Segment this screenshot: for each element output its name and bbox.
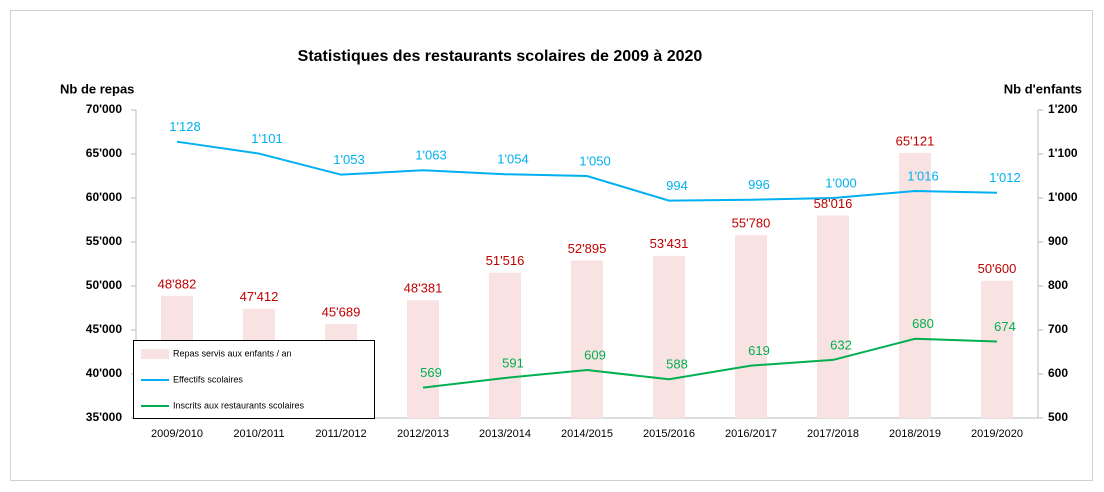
y2-tick-label: 1'200 xyxy=(1048,102,1078,116)
data-label: 674 xyxy=(994,319,1016,334)
y-axis-title: Nb de repas xyxy=(60,81,134,96)
data-label: 569 xyxy=(420,365,442,380)
y2-tick-label: 1'000 xyxy=(1048,190,1078,204)
bar xyxy=(981,280,1013,418)
data-label: 52'895 xyxy=(568,241,607,256)
chart-title: Statistiques des restaurants scolaires d… xyxy=(298,48,703,65)
y2-tick-label: 1'100 xyxy=(1048,146,1078,160)
x-tick-label: 2014/2015 xyxy=(561,428,613,440)
data-label: 609 xyxy=(584,347,606,362)
data-label: 1'054 xyxy=(497,152,528,167)
y2-tick-label: 900 xyxy=(1048,234,1068,248)
x-tick-label: 2018/2019 xyxy=(889,428,941,440)
y-tick-label: 70'000 xyxy=(86,102,123,116)
y2-tick-label: 600 xyxy=(1048,366,1068,380)
data-label: 619 xyxy=(748,343,770,358)
bar xyxy=(735,235,767,418)
x-tick-label: 2019/2020 xyxy=(971,428,1023,440)
y2-tick-label: 500 xyxy=(1048,410,1068,424)
x-tick-label: 2009/2010 xyxy=(151,428,203,440)
x-tick-label: 2011/2012 xyxy=(315,428,366,440)
data-label: 1'053 xyxy=(333,152,364,167)
line xyxy=(176,140,998,202)
data-label: 680 xyxy=(912,316,934,331)
data-label: 51'516 xyxy=(486,253,525,268)
y2-tick-label: 800 xyxy=(1048,278,1068,292)
y-tick-label: 40'000 xyxy=(86,366,123,380)
x-tick-label: 2012/2013 xyxy=(397,428,449,440)
data-label: 588 xyxy=(666,357,688,372)
y-tick-label: 35'000 xyxy=(86,410,123,424)
data-label: 58'016 xyxy=(814,196,853,211)
data-label: 53'431 xyxy=(650,236,689,251)
data-label: 1'063 xyxy=(415,148,446,163)
bar xyxy=(653,255,685,418)
legend-swatch xyxy=(141,349,169,359)
data-label: 65'121 xyxy=(896,133,935,148)
data-label: 1'016 xyxy=(907,168,938,183)
y-tick-label: 45'000 xyxy=(86,322,123,336)
x-tick-label: 2016/2017 xyxy=(725,428,777,440)
data-label: 1'000 xyxy=(825,175,856,190)
legend-label: Repas servis aux enfants / an xyxy=(173,348,292,358)
y2-axis-title: Nb d'enfants xyxy=(1004,81,1082,96)
data-label: 48'882 xyxy=(158,276,197,291)
legend-label: Inscrits aux restaurants scolaires xyxy=(173,400,305,410)
chart-border xyxy=(10,10,1093,481)
data-label: 591 xyxy=(502,355,524,370)
bar xyxy=(899,152,931,419)
line xyxy=(422,337,998,389)
x-tick-label: 2017/2018 xyxy=(807,428,859,440)
y2-tick-label: 700 xyxy=(1048,322,1068,336)
y-tick-label: 55'000 xyxy=(86,234,123,248)
data-label: 50'600 xyxy=(978,261,1017,276)
bar xyxy=(571,260,603,418)
data-label: 47'412 xyxy=(240,289,279,304)
data-label: 994 xyxy=(666,178,688,193)
data-label: 48'381 xyxy=(404,281,443,296)
legend-label: Effectifs scolaires xyxy=(173,374,243,384)
data-label: 1'128 xyxy=(169,119,200,134)
data-label: 996 xyxy=(748,177,770,192)
x-tick-label: 2015/2016 xyxy=(643,428,695,440)
data-label: 55'780 xyxy=(732,216,771,231)
bar xyxy=(489,272,521,418)
bar xyxy=(407,300,439,418)
data-label: 1'012 xyxy=(989,170,1020,185)
data-label: 45'689 xyxy=(322,304,361,319)
y-tick-label: 60'000 xyxy=(86,190,123,204)
y-tick-label: 50'000 xyxy=(86,278,123,292)
legend-box xyxy=(133,340,375,419)
x-tick-label: 2010/2011 xyxy=(233,428,284,440)
y-tick-label: 65'000 xyxy=(86,146,123,160)
bar xyxy=(817,215,849,418)
data-label: 632 xyxy=(830,337,852,352)
x-tick-label: 2013/2014 xyxy=(479,428,531,440)
data-label: 1'050 xyxy=(579,153,610,168)
data-label: 1'101 xyxy=(251,131,282,146)
